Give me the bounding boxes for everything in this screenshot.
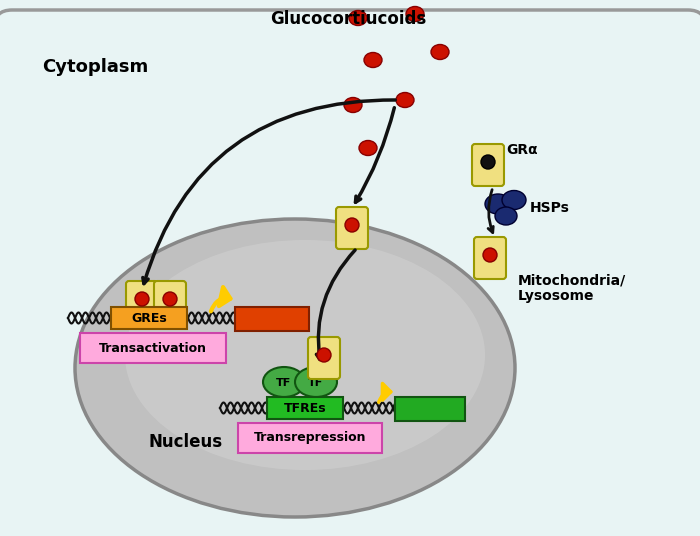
Circle shape — [163, 292, 177, 306]
FancyBboxPatch shape — [267, 397, 343, 419]
Circle shape — [135, 292, 149, 306]
FancyBboxPatch shape — [154, 281, 186, 323]
FancyBboxPatch shape — [472, 144, 504, 186]
Text: Nucleus: Nucleus — [148, 433, 222, 451]
Text: GREs: GREs — [131, 311, 167, 324]
Ellipse shape — [75, 219, 515, 517]
FancyArrowPatch shape — [211, 287, 230, 311]
Circle shape — [483, 248, 497, 262]
Text: TF: TF — [309, 378, 323, 388]
Text: Mitochondria/
Lysosome: Mitochondria/ Lysosome — [518, 273, 626, 303]
Ellipse shape — [431, 44, 449, 59]
Circle shape — [345, 218, 359, 232]
Text: TF: TF — [276, 378, 292, 388]
FancyArrowPatch shape — [379, 383, 391, 403]
Ellipse shape — [364, 53, 382, 68]
Text: GRα: GRα — [506, 143, 538, 157]
FancyBboxPatch shape — [395, 397, 465, 421]
Text: Transactivation: Transactivation — [99, 341, 207, 354]
Ellipse shape — [349, 11, 367, 26]
Ellipse shape — [263, 367, 305, 397]
Circle shape — [481, 155, 495, 169]
Text: Cytoplasm: Cytoplasm — [42, 58, 148, 76]
FancyBboxPatch shape — [126, 281, 158, 323]
FancyBboxPatch shape — [0, 10, 700, 536]
Text: TFREs: TFREs — [284, 401, 326, 414]
FancyBboxPatch shape — [111, 307, 187, 329]
FancyBboxPatch shape — [474, 237, 506, 279]
Text: HSPs: HSPs — [530, 201, 570, 215]
Ellipse shape — [295, 367, 337, 397]
Ellipse shape — [485, 194, 511, 214]
Text: Transrepression: Transrepression — [253, 431, 366, 444]
FancyBboxPatch shape — [336, 207, 368, 249]
FancyBboxPatch shape — [235, 307, 309, 331]
FancyBboxPatch shape — [238, 423, 382, 453]
FancyBboxPatch shape — [308, 337, 340, 379]
Ellipse shape — [125, 240, 485, 470]
Ellipse shape — [495, 207, 517, 225]
FancyBboxPatch shape — [80, 333, 226, 363]
Ellipse shape — [396, 93, 414, 108]
Ellipse shape — [359, 140, 377, 155]
Ellipse shape — [502, 190, 526, 210]
Ellipse shape — [344, 98, 362, 113]
Circle shape — [317, 348, 331, 362]
Ellipse shape — [406, 6, 424, 21]
Text: Glucocortiucoids: Glucocortiucoids — [270, 10, 426, 28]
